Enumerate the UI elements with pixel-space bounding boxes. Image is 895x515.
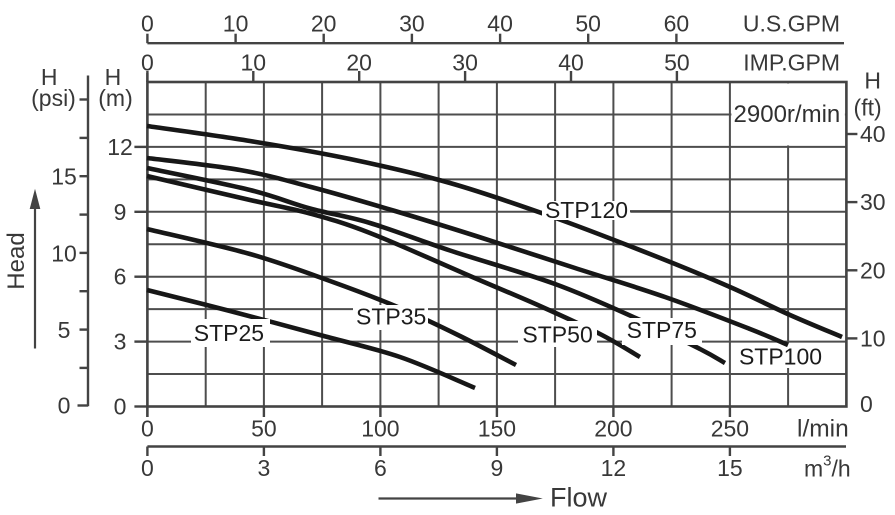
svg-text:20: 20: [346, 50, 372, 76]
svg-text:IMP.GPM: IMP.GPM: [743, 50, 840, 76]
svg-text:Flow: Flow: [550, 483, 608, 513]
svg-text:20: 20: [311, 11, 337, 37]
svg-text:50: 50: [664, 50, 690, 76]
svg-text:H: H: [41, 64, 58, 90]
svg-text:50: 50: [251, 416, 277, 442]
svg-text:(psi): (psi): [31, 85, 76, 111]
svg-text:Head: Head: [3, 232, 30, 289]
svg-text:l/min: l/min: [797, 416, 849, 443]
svg-text:U.S.GPM: U.S.GPM: [743, 11, 840, 37]
svg-text:30: 30: [452, 50, 478, 76]
svg-text:STP75: STP75: [627, 317, 697, 343]
svg-text:STP120: STP120: [545, 197, 628, 223]
svg-text:10: 10: [51, 240, 77, 266]
svg-text:H: H: [105, 64, 122, 90]
svg-text:30: 30: [860, 189, 886, 215]
svg-text:9: 9: [491, 455, 504, 481]
svg-text:0: 0: [141, 416, 154, 442]
svg-text:30: 30: [399, 11, 425, 37]
svg-text:10: 10: [223, 11, 249, 37]
svg-text:250: 250: [711, 416, 749, 442]
svg-text:10: 10: [860, 325, 886, 351]
svg-text:(m): (m): [98, 85, 132, 111]
svg-text:0: 0: [141, 50, 154, 76]
svg-text:150: 150: [478, 416, 516, 442]
svg-text:12: 12: [107, 134, 133, 160]
svg-text:40: 40: [860, 121, 886, 147]
svg-text:20: 20: [860, 257, 886, 283]
svg-text:STP50: STP50: [522, 322, 592, 348]
svg-text:15: 15: [51, 164, 77, 190]
svg-text:15: 15: [717, 455, 743, 481]
svg-text:40: 40: [558, 50, 584, 76]
svg-text:0: 0: [141, 11, 154, 37]
svg-text:100: 100: [361, 416, 399, 442]
svg-text:200: 200: [594, 416, 632, 442]
svg-text:STP100: STP100: [739, 344, 822, 370]
svg-text:3: 3: [114, 329, 127, 355]
svg-text:STP35: STP35: [356, 304, 426, 330]
svg-text:5: 5: [58, 317, 71, 343]
svg-text:40: 40: [487, 11, 513, 37]
svg-text:6: 6: [114, 264, 127, 290]
svg-text:0: 0: [141, 455, 154, 481]
svg-text:12: 12: [601, 455, 627, 481]
svg-text:0: 0: [58, 393, 71, 419]
svg-text:50: 50: [575, 11, 601, 37]
svg-text:0: 0: [114, 394, 127, 420]
svg-text:0: 0: [860, 391, 873, 417]
svg-text:H: H: [864, 68, 881, 94]
svg-text:2900r/min: 2900r/min: [734, 101, 841, 128]
svg-text:60: 60: [664, 11, 690, 37]
svg-text:STP25: STP25: [194, 320, 264, 346]
svg-text:(ft): (ft): [854, 95, 882, 121]
svg-text:3: 3: [258, 455, 271, 481]
svg-text:9: 9: [114, 199, 127, 225]
svg-text:6: 6: [374, 455, 387, 481]
svg-text:10: 10: [241, 50, 267, 76]
